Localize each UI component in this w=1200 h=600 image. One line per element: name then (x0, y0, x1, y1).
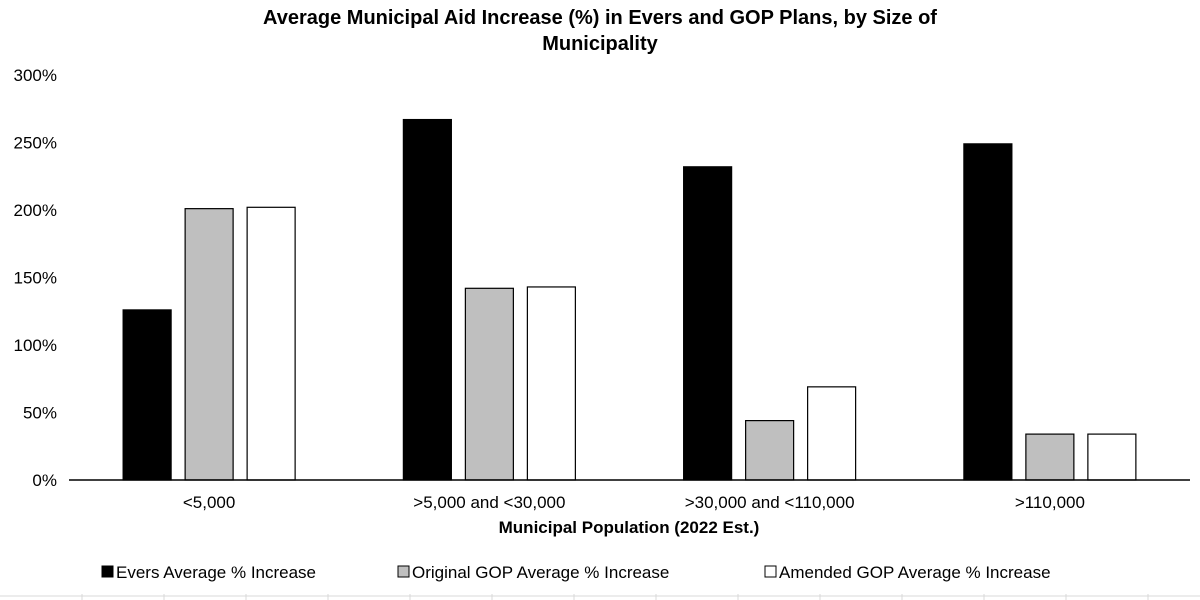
x-tick-label: >30,000 and <110,000 (685, 493, 855, 512)
y-tick-label: 50% (23, 404, 57, 423)
chart-title-line-1: Average Municipal Aid Increase (%) in Ev… (263, 7, 937, 29)
footer-rule (0, 594, 1200, 600)
bar-3-2 (526, 286, 576, 481)
bar-2-4 (1025, 433, 1075, 481)
legend-swatch-1 (101, 565, 114, 578)
x-axis: <5,000 >5,000 and <30,000 >30,000 and <110… (183, 493, 1085, 512)
legend-label-1: Evers Average % Increase (116, 563, 316, 582)
x-tick-label: >110,000 (1015, 493, 1085, 512)
y-axis: 0% 50% 100% 150% 200% 250% 300% (14, 66, 57, 490)
bar-1-2 (402, 118, 452, 481)
legend: Evers Average % Increase Original GOP Ave… (101, 563, 1051, 582)
legend-label-3: Amended GOP Average % Increase (779, 563, 1051, 582)
legend-swatch-2 (397, 565, 410, 578)
legend-label-2: Original GOP Average % Increase (412, 563, 669, 582)
x-tick-label: <5,000 (183, 493, 235, 512)
y-tick-label: 200% (14, 201, 57, 220)
bar-3-1 (246, 206, 296, 481)
x-axis-title: Municipal Population (2022 Est.) (499, 518, 760, 537)
x-tick-label: >5,000 and <30,000 (413, 493, 565, 512)
legend-swatch-3 (764, 565, 777, 578)
y-tick-label: 250% (14, 134, 57, 153)
y-tick-label: 0% (32, 471, 57, 490)
bar-2-2 (464, 287, 514, 481)
bar-1-1 (122, 309, 172, 481)
bar-3-3 (807, 386, 857, 481)
y-tick-label: 300% (14, 66, 57, 85)
y-tick-label: 150% (14, 269, 57, 288)
bar-2-3 (745, 420, 795, 481)
bar-1-3 (683, 166, 733, 481)
chart-title: Average Municipal Aid Increase (%) in Ev… (263, 7, 937, 55)
bars-group (122, 118, 1137, 481)
bar-2-1 (184, 208, 234, 481)
chart-title-line-2: Municipality (542, 33, 658, 55)
y-tick-label: 100% (14, 336, 57, 355)
bar-1-4 (963, 143, 1013, 481)
bar-3-4 (1087, 433, 1137, 481)
